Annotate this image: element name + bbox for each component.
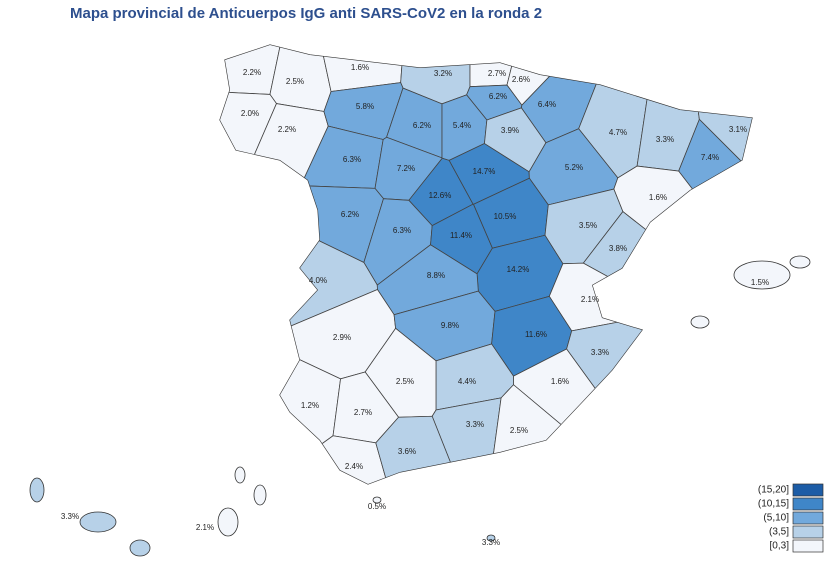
province-label: 2.4% [345, 462, 363, 471]
legend-label: (3,5] [769, 527, 789, 538]
legend-swatch [792, 511, 824, 525]
province-label: 5.4% [453, 121, 471, 130]
province [613, 165, 752, 341]
province-label: 3.1% [729, 125, 747, 134]
province-label: 2.1% [581, 295, 599, 304]
province-label: 7.4% [701, 153, 719, 162]
province-label: 10.5% [494, 212, 517, 221]
province-label: 2.5% [396, 377, 414, 386]
province-label: 3.3% [61, 512, 79, 521]
legend-swatch [792, 483, 824, 497]
province-label: 3.8% [609, 244, 627, 253]
provinces [220, 45, 752, 484]
province-label: 11.4% [450, 231, 472, 240]
island [690, 315, 710, 329]
province-label: 2.2% [243, 68, 261, 77]
province-label: 14.2% [507, 265, 530, 274]
province-label: 3.6% [398, 447, 416, 456]
province-label: 2.6% [512, 75, 530, 84]
island [486, 534, 496, 542]
island [79, 511, 117, 533]
province-label: 6.2% [413, 121, 431, 130]
legend-label: (15,20] [758, 485, 789, 496]
province-label: 11.6% [525, 330, 547, 339]
province-label: 3.2% [434, 69, 452, 78]
province-label: 2.9% [333, 333, 351, 342]
province-label: 6.2% [341, 210, 359, 219]
province-label: 2.7% [354, 408, 372, 417]
province-label: 5.8% [356, 102, 374, 111]
island [234, 466, 246, 484]
province-label: 2.0% [241, 109, 259, 118]
province-label: 2.1% [196, 523, 214, 532]
province-label: 2.2% [278, 125, 296, 134]
legend-swatch [792, 497, 824, 511]
province-label: 1.6% [351, 63, 369, 72]
province-label: 1.5% [751, 278, 769, 287]
province-label: 3.3% [466, 420, 484, 429]
province-label: 1.6% [649, 193, 667, 202]
province-label: 6.4% [538, 100, 556, 109]
province-label: 0.5% [368, 502, 386, 511]
province-label: 3.3% [591, 348, 609, 357]
island [789, 255, 811, 269]
province-label: 3.3% [656, 135, 674, 144]
province-label: 5.2% [565, 163, 583, 172]
island [29, 477, 45, 503]
province-label: 2.5% [510, 426, 528, 435]
legend-swatch [792, 525, 824, 539]
province-label: 7.2% [397, 164, 415, 173]
province-label: 12.6% [429, 191, 452, 200]
province-label: 3.3% [482, 538, 500, 547]
island [217, 507, 239, 537]
province-label: 3.5% [579, 221, 597, 230]
legend-label: (5,10] [763, 513, 789, 524]
province-label: 8.8% [427, 271, 445, 280]
island [372, 496, 382, 504]
island [733, 260, 791, 290]
province-label: 3.9% [501, 126, 519, 135]
province-label: 1.2% [301, 401, 319, 410]
province-label: 2.5% [286, 77, 304, 86]
legend-label: (10,15] [758, 499, 789, 510]
province-label: 4.4% [458, 377, 476, 386]
island [253, 484, 267, 506]
island [129, 539, 151, 557]
province-label: 9.8% [441, 321, 459, 330]
province-label: 4.7% [609, 128, 627, 137]
legend-label: [0,3] [770, 541, 790, 552]
province-label: 6.2% [489, 92, 507, 101]
province [315, 45, 406, 92]
province-label: 6.3% [343, 155, 361, 164]
legend-swatch [792, 539, 824, 553]
province [685, 45, 752, 221]
province-label: 14.7% [473, 167, 496, 176]
province [220, 88, 277, 253]
province-label: 2.7% [488, 69, 506, 78]
map-title: Mapa provincial de Anticuerpos IgG anti … [70, 5, 542, 22]
province [220, 45, 287, 95]
province-label: 1.6% [551, 377, 569, 386]
province-label: 4.0% [309, 276, 327, 285]
province-label: 6.3% [393, 226, 411, 235]
province [269, 45, 332, 112]
